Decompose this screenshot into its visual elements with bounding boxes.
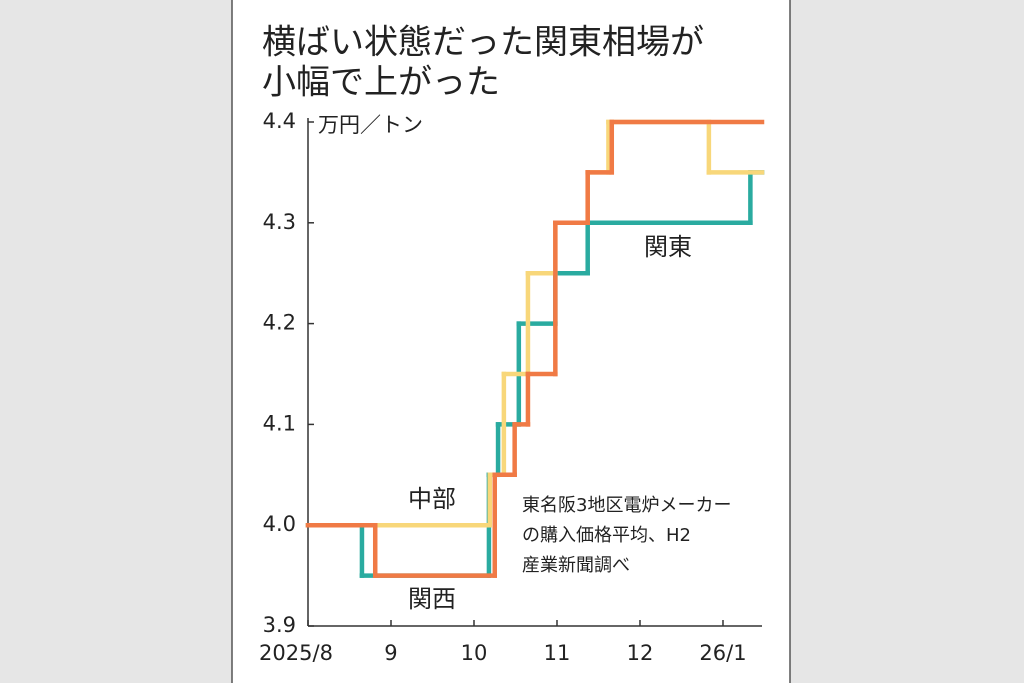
y-tick-label: 4.1: [263, 411, 296, 435]
y-tick-label: 4.0: [263, 512, 296, 536]
series: [305, 119, 765, 578]
x-tick-label: 9: [384, 641, 397, 665]
y-tick-label: 4.3: [263, 210, 296, 234]
title-line: 小幅で上がった: [262, 63, 500, 103]
note: の購入価格平均、H2: [522, 525, 691, 546]
note: 東名阪3地区電炉メーカー: [522, 495, 731, 516]
x-tick-label: 10: [461, 641, 488, 665]
note: 産業新聞調べ: [522, 555, 630, 576]
title-line: 横ばい状態だった関東相場が: [262, 23, 704, 63]
plot: 3.9 4.0 4.1 4.2 4.3 4.4 2025/8 9 10 11 12 26/1: [259, 109, 765, 665]
series-label: 関西: [408, 585, 456, 613]
x-tick-label: 2025/8: [259, 641, 333, 665]
y-tick-label: 3.9: [263, 613, 296, 637]
x-tick-label: 12: [627, 641, 654, 665]
y-axis-label: 万円／トン: [318, 113, 423, 137]
panel: [231, 0, 791, 683]
x-tick-label: 26/1: [699, 641, 746, 665]
x-tick-label: 11: [544, 641, 571, 665]
series-label: 関東: [644, 233, 692, 261]
series-label: 中部: [408, 485, 456, 513]
y-tick-label: 4.2: [263, 311, 296, 335]
y-tick-label: 4.4: [263, 109, 296, 133]
